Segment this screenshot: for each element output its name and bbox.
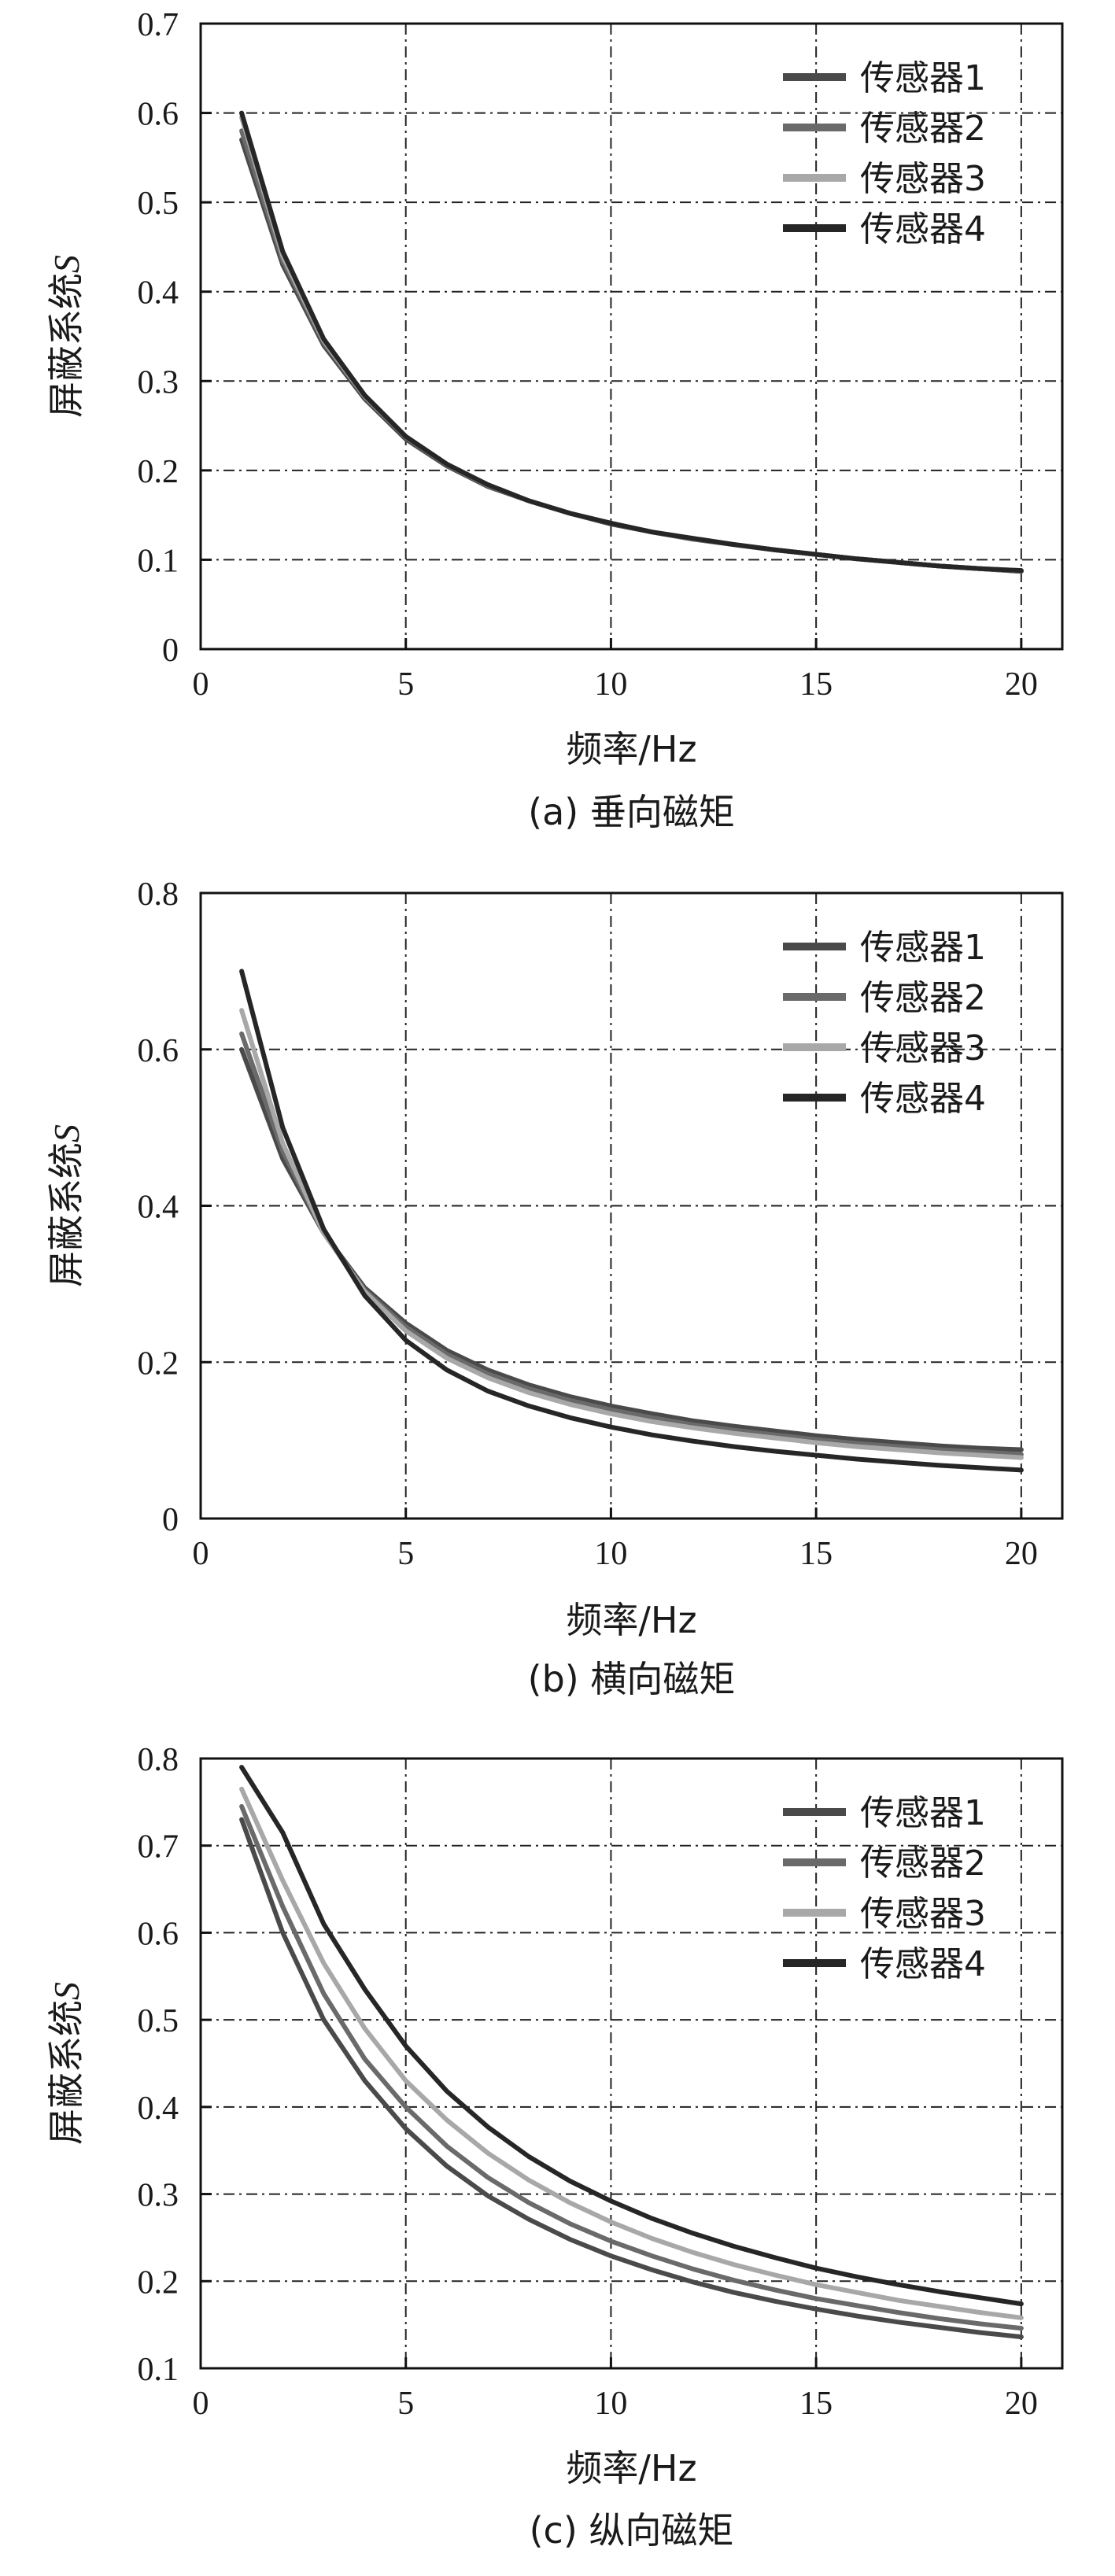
x-tick-label: 15 <box>799 666 833 703</box>
y-tick-label: 0.7 <box>138 7 179 43</box>
y-tick-label: 0.8 <box>138 1742 179 1778</box>
plot-frame <box>199 1757 1064 2370</box>
legend-label-2: 传感器2 <box>860 109 986 149</box>
legend-label-3: 传感器3 <box>860 1028 986 1068</box>
y-tick-label: 0.2 <box>138 1345 179 1382</box>
y-tick-label: 0.4 <box>138 1190 179 1226</box>
x-tick-label: 0 <box>193 2386 209 2422</box>
x-axis-label: 频率/Hz <box>566 1599 696 1641</box>
chart-panel-2: 0 5 10 15 20 0 0.2 0.4 0.6 0.8 屏蔽系统S 频率/Hz (b) 横向磁矩 传… <box>45 877 1064 1700</box>
y-tick-label: 0.5 <box>138 2003 179 2039</box>
series-line-4 <box>239 110 1024 574</box>
legend-label-2: 传感器2 <box>860 1843 986 1884</box>
x-axis-label: 频率/Hz <box>566 2447 696 2489</box>
y-tick-label: 0.6 <box>138 1033 179 1069</box>
legend-label-1: 传感器1 <box>860 1793 986 1833</box>
plot-frame <box>199 22 1064 651</box>
x-tick-label: 15 <box>799 2386 833 2422</box>
y-tick-label: 0.1 <box>138 543 179 579</box>
legend: 传感器1 传感器2 传感器3 传感器4 <box>783 928 986 1119</box>
y-axis-label-symbol: S <box>46 1982 87 2000</box>
x-axis-label: 频率/Hz <box>566 728 696 770</box>
y-axis-label-symbol: S <box>46 255 87 273</box>
x-tick-label: 5 <box>397 666 414 703</box>
legend-label-4: 传感器4 <box>860 1079 986 1119</box>
y-tick-label: 0.3 <box>138 364 179 400</box>
y-tick-label: 0.2 <box>138 2264 179 2301</box>
x-tick-label: 5 <box>397 1536 414 1572</box>
y-tick-label: 0.1 <box>138 2352 179 2388</box>
series-line-2 <box>239 1803 1024 2331</box>
panel-caption: (a) 垂向磁矩 <box>528 791 735 833</box>
y-tick-label: 0 <box>162 1502 179 1538</box>
x-tick-label: 20 <box>1005 1536 1038 1572</box>
y-axis-label: 屏蔽系统S <box>45 255 87 418</box>
legend-label-1: 传感器1 <box>860 928 986 968</box>
legend-label-4: 传感器4 <box>860 209 986 249</box>
series-line-4 <box>239 969 1024 1473</box>
legend: 传感器1 传感器2 传感器3 传感器4 <box>783 1793 986 1984</box>
y-tick-label: 0.5 <box>138 186 179 222</box>
x-tick-label: 10 <box>594 1536 627 1572</box>
y-axis-label-symbol: S <box>46 1124 87 1142</box>
y-tick-label: 0.4 <box>138 275 179 312</box>
legend: 传感器1 传感器2 传感器3 传感器4 <box>783 58 986 249</box>
y-axis-label: 屏蔽系统S <box>45 1982 87 2145</box>
series-line-1 <box>239 1817 1024 2340</box>
panel-caption: (c) 纵向磁矩 <box>530 2509 734 2552</box>
y-tick-label: 0.6 <box>138 1916 179 1952</box>
legend-label-2: 传感器2 <box>860 978 986 1018</box>
panel-caption: (b) 横向磁矩 <box>528 1658 736 1700</box>
y-axis-label-text: 屏蔽系统 <box>45 1142 87 1287</box>
series-line-1 <box>239 137 1024 574</box>
y-tick-label: 0.3 <box>138 2178 179 2214</box>
chart-panel-3: 0 5 10 15 20 0.1 0.2 0.3 0.4 0.5 0.6 0.7 0.8 屏蔽系统S 频率/… <box>45 1742 1064 2552</box>
y-tick-label: 0.4 <box>138 2091 179 2127</box>
series-line-3 <box>239 1786 1024 2320</box>
y-axis-label-text: 屏蔽系统 <box>45 2000 87 2145</box>
x-tick-label: 5 <box>397 2386 414 2422</box>
y-axis-label-text: 屏蔽系统 <box>45 273 87 418</box>
y-axis-label: 屏蔽系统S <box>45 1124 87 1287</box>
x-tick-label: 10 <box>594 2386 627 2422</box>
y-tick-label: 0.2 <box>138 454 179 490</box>
legend-label-3: 传感器3 <box>860 1894 986 1934</box>
x-tick-label: 0 <box>193 1536 209 1572</box>
legend-label-1: 传感器1 <box>860 58 986 98</box>
x-tick-label: 15 <box>799 1536 833 1572</box>
legend-label-3: 传感器3 <box>860 159 986 199</box>
y-tick-label: 0.7 <box>138 1829 179 1866</box>
x-tick-label: 20 <box>1005 2386 1038 2422</box>
y-tick-label: 0.8 <box>138 877 179 913</box>
legend-label-4: 传感器4 <box>860 1944 986 1984</box>
chart-panel-1: 0 5 10 15 20 0 0.1 0.2 0.3 0.4 0.5 0.6 0.7 屏蔽系统S 频率/Hz… <box>45 7 1064 833</box>
series-line-4 <box>239 1765 1024 2307</box>
series-line-3 <box>239 1008 1024 1460</box>
y-tick-label: 0 <box>162 633 179 669</box>
y-tick-label: 0.6 <box>138 97 179 133</box>
x-tick-label: 10 <box>594 666 627 703</box>
x-tick-label: 20 <box>1005 666 1038 703</box>
x-tick-label: 0 <box>193 666 209 703</box>
